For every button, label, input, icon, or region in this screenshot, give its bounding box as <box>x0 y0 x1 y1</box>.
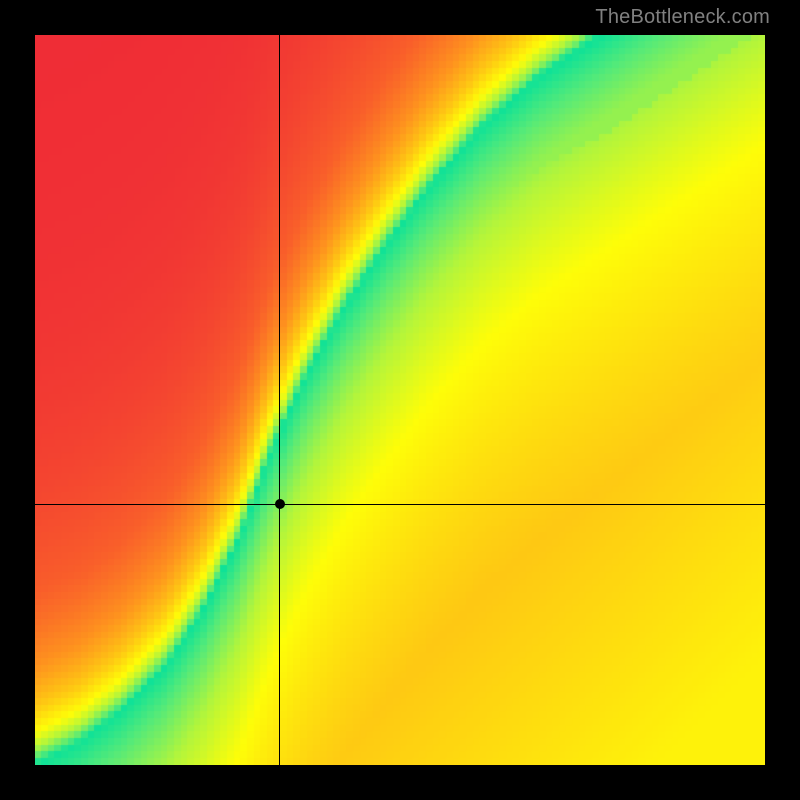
chart-container: TheBottleneck.com <box>0 0 800 800</box>
crosshair-marker <box>275 499 285 509</box>
heatmap-canvas <box>35 35 765 765</box>
crosshair-horizontal <box>35 504 765 505</box>
crosshair-vertical <box>279 35 280 765</box>
watermark-text: TheBottleneck.com <box>595 6 770 29</box>
plot-area <box>35 35 765 765</box>
